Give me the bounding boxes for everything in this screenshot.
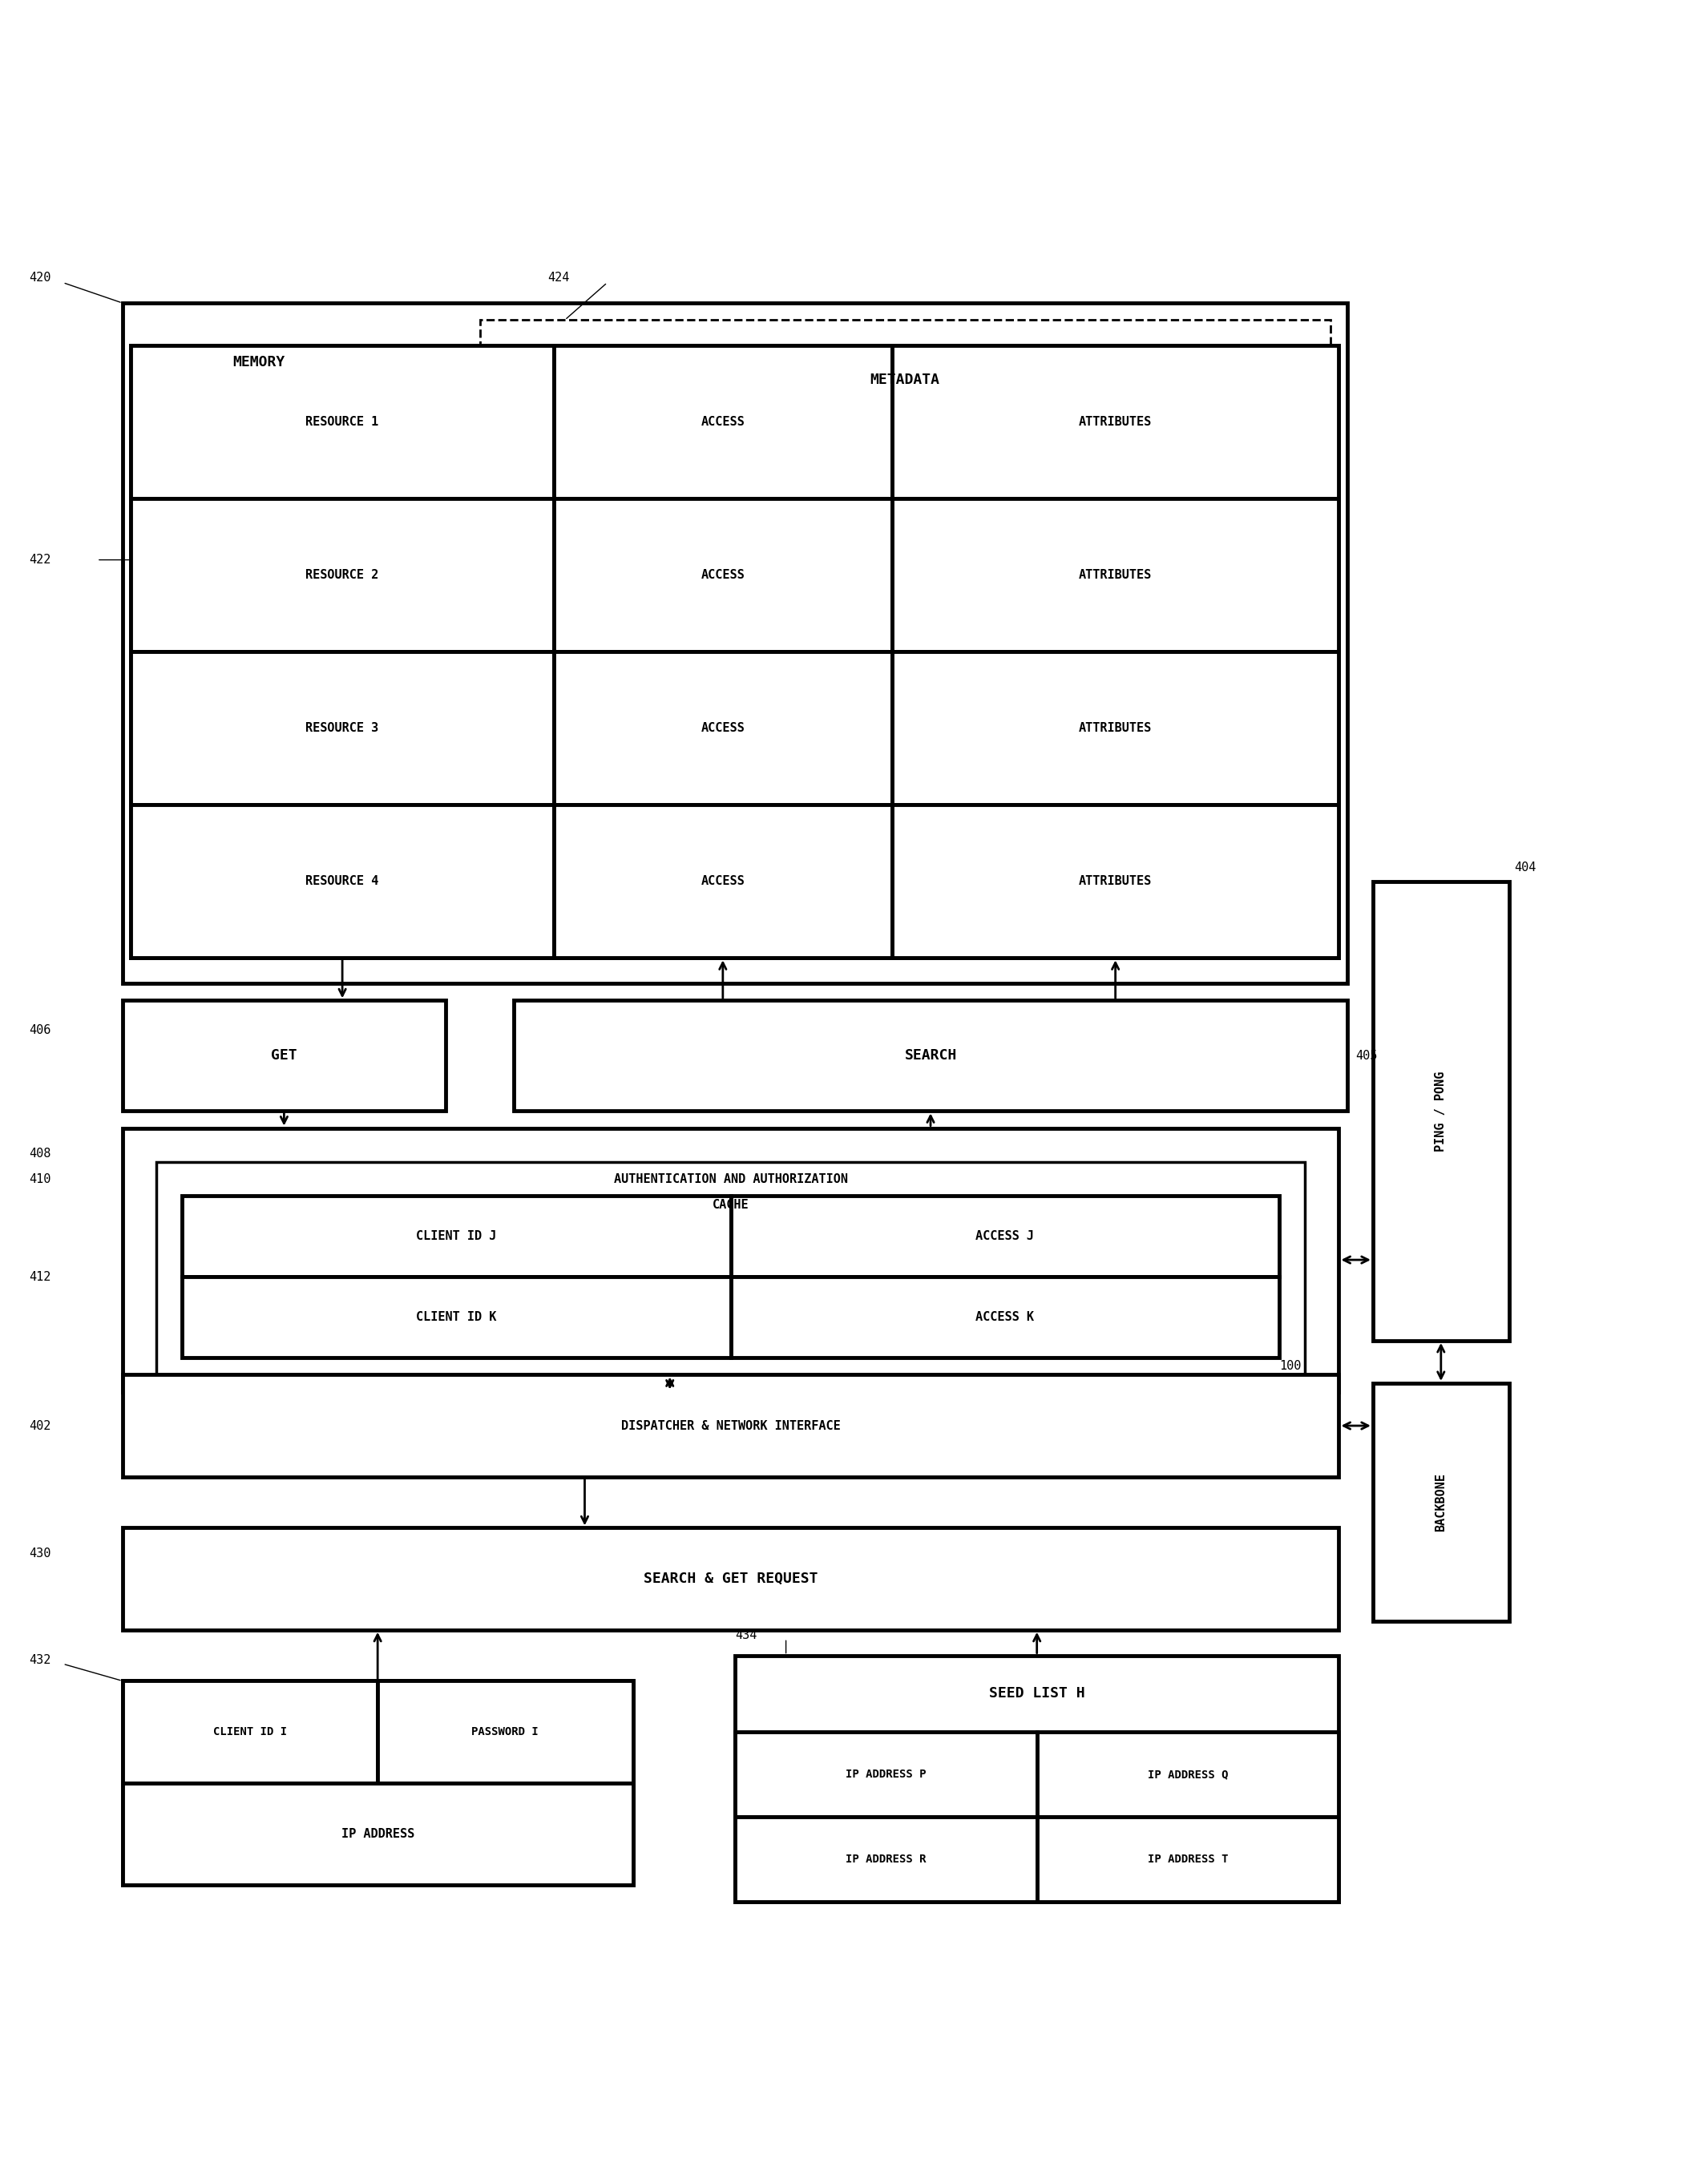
Bar [132, 805, 553, 957]
Bar [514, 1001, 1348, 1112]
Text: 408: 408 [29, 1148, 51, 1159]
Text: ATTRIBUTES: ATTRIBUTES [1079, 417, 1151, 428]
Text: CLIENT ID K: CLIENT ID K [417, 1311, 497, 1324]
Text: ATTRIBUTES: ATTRIBUTES [1079, 723, 1151, 734]
Bar [731, 1196, 1279, 1277]
Text: IP ADDRESS P: IP ADDRESS P [845, 1769, 926, 1780]
Bar [132, 651, 553, 805]
Bar [1037, 1817, 1339, 1902]
Bar [123, 1782, 634, 1884]
Text: 402: 402 [29, 1420, 51, 1431]
Bar [132, 345, 553, 499]
Text: PING / PONG: PING / PONG [1435, 1070, 1447, 1151]
Text: 420: 420 [29, 271, 51, 284]
Bar [553, 651, 892, 805]
Text: 424: 424 [548, 271, 570, 284]
Text: MEMORY: MEMORY [232, 356, 285, 369]
Bar [1037, 1732, 1339, 1817]
Bar [892, 345, 1339, 499]
Text: BACKBONE: BACKBONE [1435, 1472, 1447, 1531]
Text: 404: 404 [1513, 862, 1535, 873]
Bar [132, 499, 553, 651]
Text: METADATA: METADATA [869, 371, 939, 386]
Bar [132, 345, 1339, 957]
Bar [183, 1277, 731, 1357]
Text: GET: GET [272, 1049, 297, 1064]
Text: SEARCH: SEARCH [905, 1049, 956, 1064]
Bar [734, 1732, 1037, 1817]
Bar [1373, 881, 1508, 1342]
Text: RESOURCE 2: RESOURCE 2 [306, 569, 379, 582]
Bar [553, 805, 892, 957]
Text: IP ADDRESS: IP ADDRESS [342, 1828, 415, 1841]
Bar [553, 499, 892, 651]
Bar [892, 499, 1339, 651]
Bar [123, 1528, 1339, 1630]
Text: 406: 406 [29, 1025, 51, 1036]
Text: RESOURCE 3: RESOURCE 3 [306, 723, 379, 734]
Text: ACCESS: ACCESS [700, 723, 745, 734]
Bar [892, 805, 1339, 957]
Bar [157, 1161, 1305, 1374]
Text: 434: 434 [734, 1628, 757, 1641]
Text: 405: 405 [1356, 1051, 1378, 1062]
Text: SEARCH & GET REQUEST: SEARCH & GET REQUEST [644, 1572, 818, 1587]
Text: 412: 412 [29, 1270, 51, 1283]
Text: 430: 430 [29, 1548, 51, 1559]
Text: RESOURCE 4: RESOURCE 4 [306, 875, 379, 888]
Text: PASSWORD I: PASSWORD I [471, 1726, 538, 1737]
Bar [731, 1277, 1279, 1357]
Bar [123, 1001, 446, 1112]
Bar [123, 304, 1348, 983]
Text: CACHE: CACHE [712, 1198, 748, 1211]
Bar [123, 1680, 377, 1782]
Bar [553, 345, 892, 499]
Text: ATTRIBUTES: ATTRIBUTES [1079, 875, 1151, 888]
Text: ATTRIBUTES: ATTRIBUTES [1079, 569, 1151, 582]
Text: SEED LIST H: SEED LIST H [989, 1687, 1085, 1700]
Bar [183, 1196, 731, 1277]
Bar [734, 1654, 1339, 1902]
Bar [892, 651, 1339, 805]
Bar [1373, 1383, 1508, 1622]
Text: ACCESS: ACCESS [700, 417, 745, 428]
Text: IP ADDRESS R: IP ADDRESS R [845, 1854, 926, 1865]
Text: CLIENT ID I: CLIENT ID I [214, 1726, 287, 1737]
Text: ACCESS: ACCESS [700, 875, 745, 888]
Text: AUTHENTICATION AND AUTHORIZATION: AUTHENTICATION AND AUTHORIZATION [613, 1172, 847, 1185]
Text: ACCESS J: ACCESS J [975, 1231, 1035, 1242]
Text: DISPATCHER & NETWORK INTERFACE: DISPATCHER & NETWORK INTERFACE [622, 1420, 840, 1431]
Bar [123, 1680, 634, 1884]
Text: ACCESS: ACCESS [700, 569, 745, 582]
Text: 422: 422 [29, 554, 51, 567]
Text: 100: 100 [1279, 1361, 1301, 1372]
Text: ACCESS K: ACCESS K [975, 1311, 1035, 1324]
Text: 410: 410 [29, 1172, 51, 1185]
Bar [480, 319, 1331, 957]
Text: IP ADDRESS T: IP ADDRESS T [1148, 1854, 1228, 1865]
Text: CLIENT ID J: CLIENT ID J [417, 1231, 497, 1242]
Bar [377, 1680, 634, 1782]
Text: RESOURCE 1: RESOURCE 1 [306, 417, 379, 428]
Bar [123, 1374, 1339, 1476]
Bar [123, 1129, 1339, 1392]
Text: 432: 432 [29, 1654, 51, 1667]
Bar [734, 1817, 1037, 1902]
Text: IP ADDRESS Q: IP ADDRESS Q [1148, 1769, 1228, 1780]
